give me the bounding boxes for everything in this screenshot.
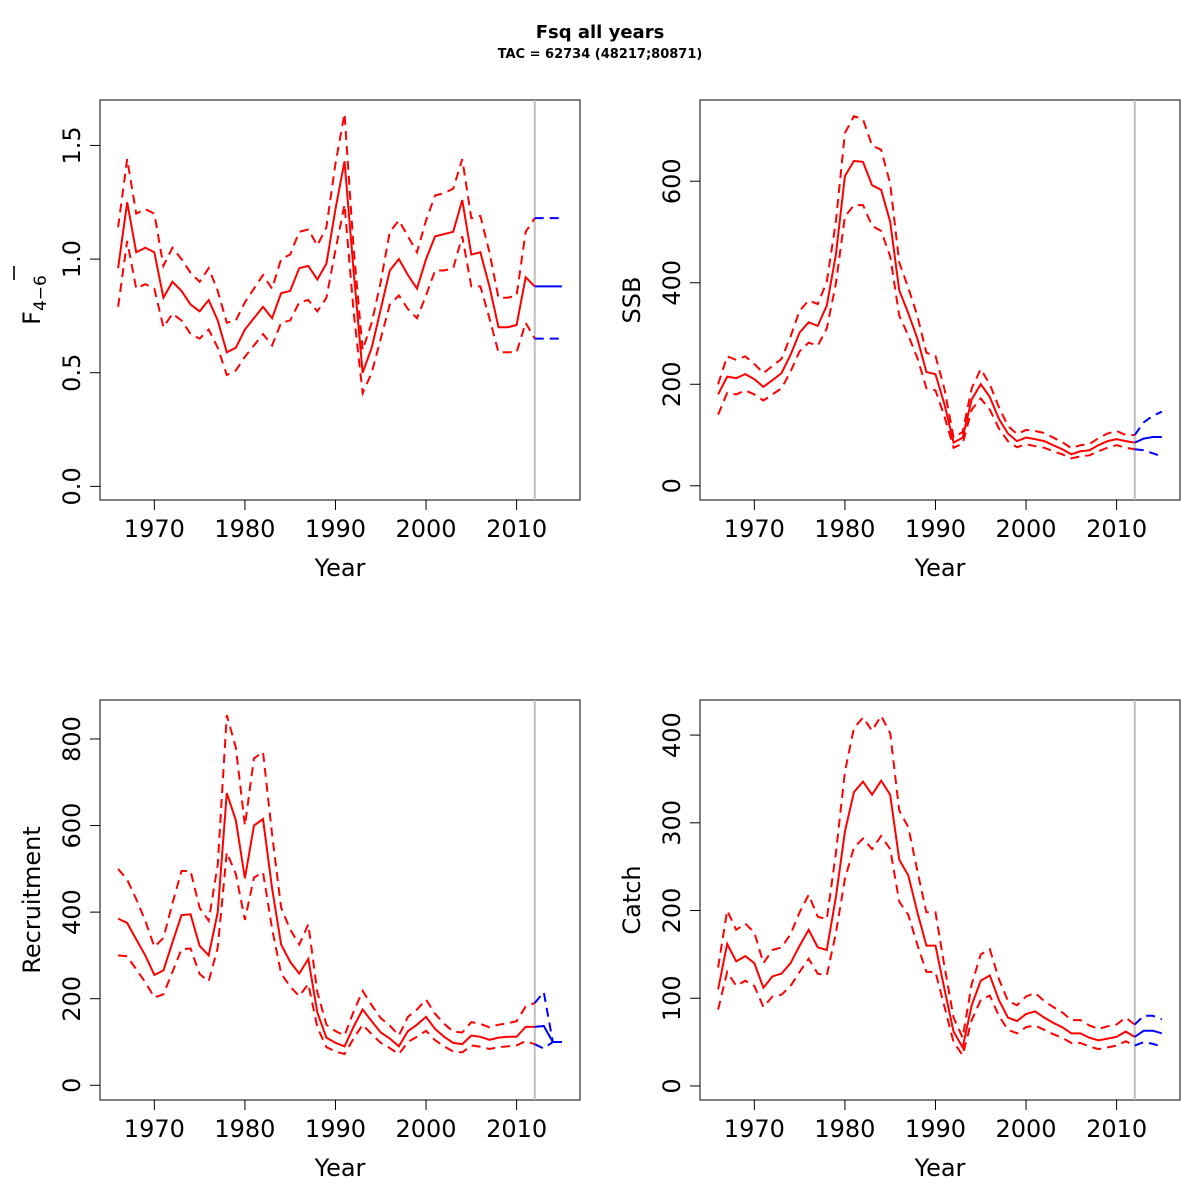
y-tick-label: 400 xyxy=(658,712,686,758)
y-tick-label: 1.0 xyxy=(58,240,86,278)
series-upper-line xyxy=(117,714,536,1038)
y-tick-label: 0.5 xyxy=(58,354,86,392)
y-axis-title: Recruitment xyxy=(18,826,46,973)
y-tick-label: 0 xyxy=(658,478,686,493)
plot-frame xyxy=(99,699,581,1101)
y-axis-title: SSB xyxy=(618,277,646,324)
x-tick-label: 1970 xyxy=(724,515,785,543)
y-tick-label: 800 xyxy=(58,716,86,762)
plot-frame xyxy=(699,99,1181,501)
y-tick-label: 0 xyxy=(658,1078,686,1093)
y-tick-label: 200 xyxy=(658,361,686,407)
forecast-lower-line xyxy=(1134,448,1163,458)
chart-subtitle: TAC = 62734 (48217;80871) xyxy=(497,47,703,62)
x-tick-label: 1980 xyxy=(214,515,275,543)
x-tick-label: 1980 xyxy=(214,1115,275,1143)
y-tick-label: 0.0 xyxy=(58,467,86,505)
y-tick-label: 200 xyxy=(58,976,86,1022)
data-layer xyxy=(117,113,562,397)
x-tick-label: 2010 xyxy=(1086,515,1147,543)
x-tick-label: 2010 xyxy=(486,515,547,543)
panel-top-left: 1970 1980 1990 2000 2010 0.0 0.5 1.0 1.5 Year F4−6 xyxy=(13,99,581,582)
forecast-estimate-line xyxy=(1134,436,1162,444)
series-upper-line xyxy=(717,713,1136,1042)
y-tick-label: 200 xyxy=(658,888,686,934)
data-layer xyxy=(717,713,1163,1058)
series-estimate-line xyxy=(117,792,535,1048)
y-axis-title: Catch xyxy=(618,865,646,934)
x-tick-label: 2010 xyxy=(486,1115,547,1143)
forecast-upper-line xyxy=(1133,410,1163,436)
forecast-upper-line xyxy=(1134,1014,1163,1026)
x-axis-title: Year xyxy=(914,1154,966,1182)
y-axis-subscript: 4−6 xyxy=(31,275,51,311)
x-axis-title: Year xyxy=(314,1154,366,1182)
x-tick-label: 1980 xyxy=(814,515,875,543)
y-axis-title: F4−6 xyxy=(18,275,51,325)
panel-bottom-left: 1970 1980 1990 2000 2010 0 200 400 600 800 Year Rec… xyxy=(18,699,581,1182)
x-tick-label: 1970 xyxy=(124,515,185,543)
series-estimate-line xyxy=(717,159,1135,456)
x-tick-label: 1990 xyxy=(905,1115,966,1143)
series-lower-line xyxy=(717,204,1135,460)
forecast-upper-line xyxy=(533,989,562,1043)
series-lower-line xyxy=(117,204,536,397)
x-tick-label: 1980 xyxy=(814,1115,875,1143)
y-tick-label: 100 xyxy=(658,975,686,1021)
forecast-lower-line xyxy=(1134,1041,1163,1048)
series-estimate-line xyxy=(117,161,536,374)
x-tick-label: 1990 xyxy=(305,1115,366,1143)
plot-frame xyxy=(699,699,1181,1101)
x-axis-title: Year xyxy=(914,554,966,582)
x-tick-label: 1990 xyxy=(905,515,966,543)
series-upper-line xyxy=(717,115,1135,450)
forecast-estimate-line xyxy=(1134,1029,1163,1038)
y-tick-label: 0 xyxy=(58,1078,86,1093)
panel-top-right: 1970 1980 1990 2000 2010 0 200 400 600 Year SSB xyxy=(618,99,1181,582)
y-tick-label: 600 xyxy=(658,158,686,204)
series-lower-line xyxy=(118,851,536,1056)
y-tick-label: 400 xyxy=(58,889,86,935)
x-tick-label: 1990 xyxy=(305,515,366,543)
forecast-estimate-line xyxy=(534,1024,562,1043)
x-tick-label: 2000 xyxy=(395,1115,456,1143)
x-tick-label: 1970 xyxy=(124,1115,185,1143)
series-estimate-line xyxy=(717,778,1136,1051)
y-tick-label: 400 xyxy=(658,260,686,306)
x-axis-title: Year xyxy=(314,554,366,582)
x-tick-label: 2000 xyxy=(995,1115,1056,1143)
y-tick-label: 300 xyxy=(658,800,686,846)
series-lower-line xyxy=(717,834,1136,1058)
data-layer xyxy=(117,714,562,1056)
y-tick-label: 1.5 xyxy=(58,126,86,164)
y-tick-label: 600 xyxy=(58,803,86,849)
x-tick-label: 2010 xyxy=(1086,1115,1147,1143)
series-upper-line xyxy=(117,113,536,351)
chart-title: Fsq all years xyxy=(535,22,665,43)
forecast-lower-line xyxy=(534,1040,562,1050)
data-layer xyxy=(717,115,1163,460)
plot-frame xyxy=(99,99,581,501)
x-tick-label: 1970 xyxy=(724,1115,785,1143)
x-tick-label: 2000 xyxy=(395,515,456,543)
panel-bottom-right: 1970 1980 1990 2000 2010 0 100 200 300 400 Year Cat… xyxy=(618,699,1181,1182)
x-tick-label: 2000 xyxy=(995,515,1056,543)
